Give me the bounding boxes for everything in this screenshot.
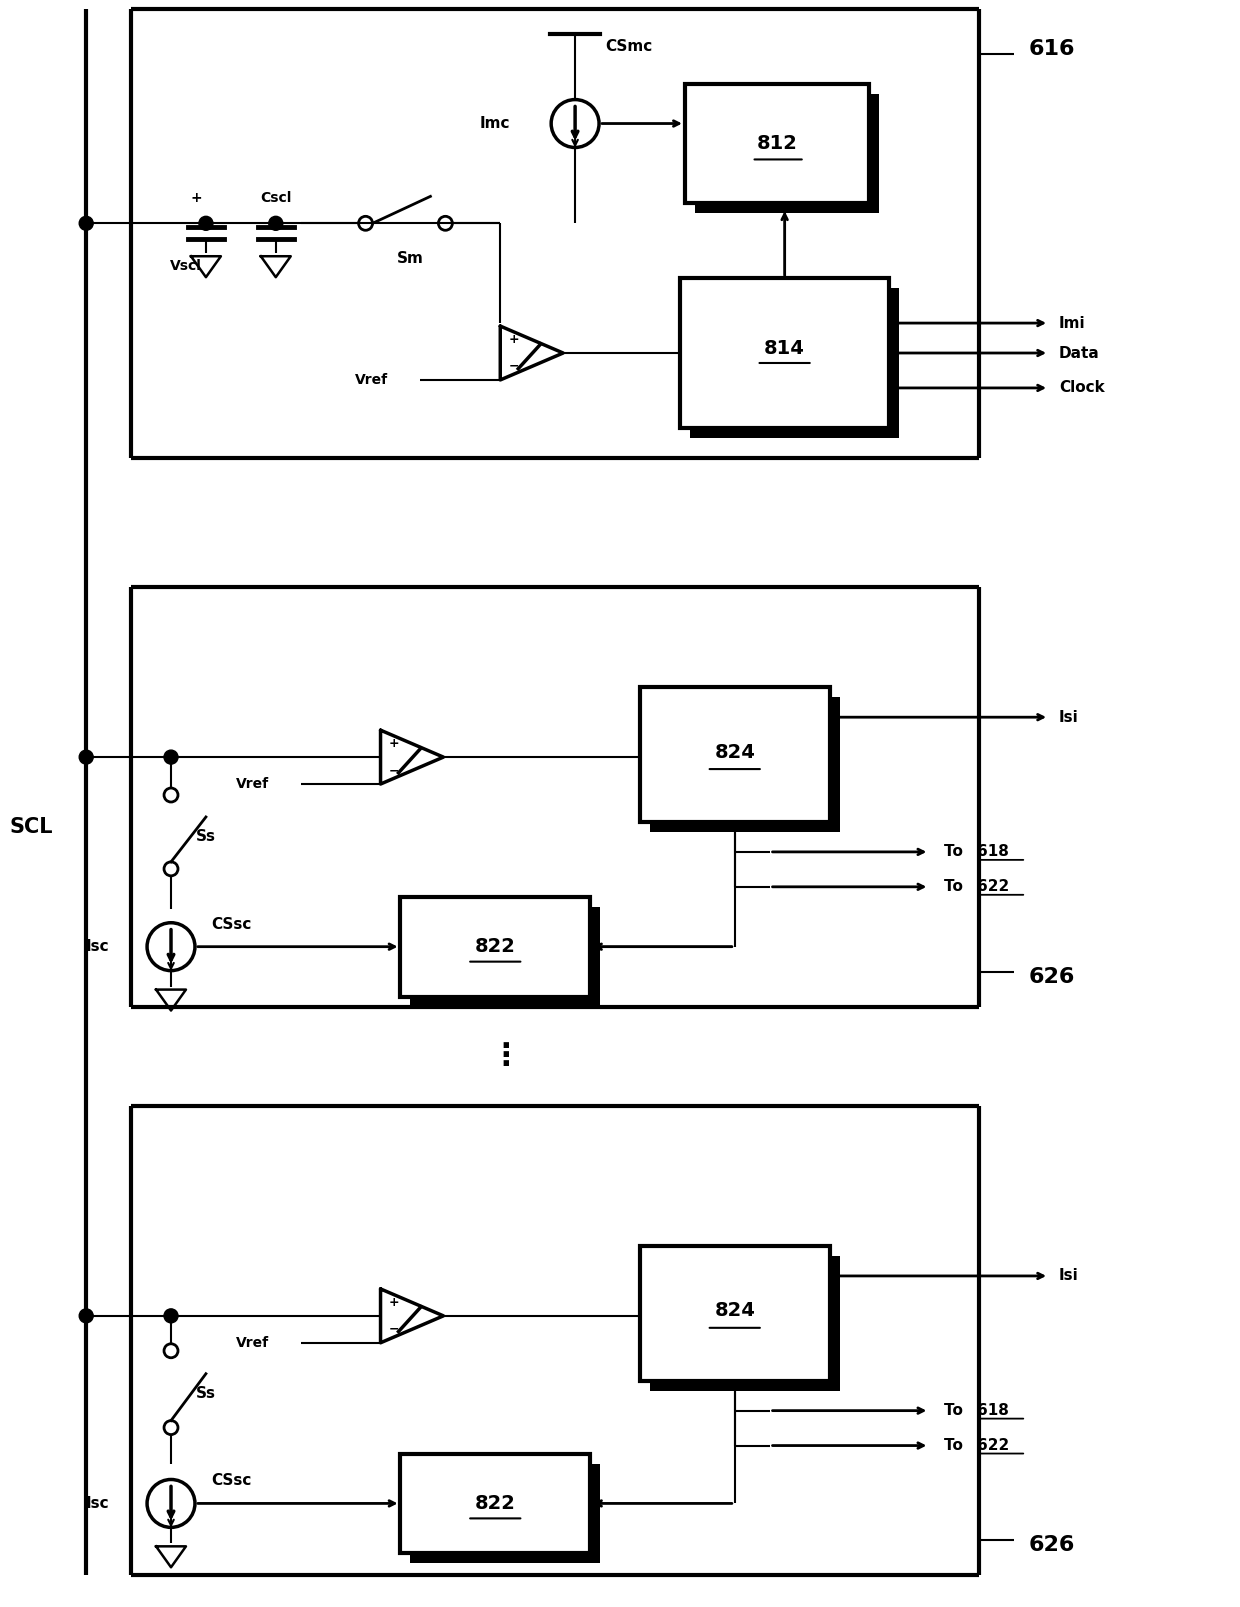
- Text: CSmc: CSmc: [605, 39, 652, 55]
- Text: Vref: Vref: [236, 778, 269, 791]
- Text: Ss: Ss: [196, 829, 216, 844]
- Text: −: −: [508, 360, 518, 373]
- Text: SCL: SCL: [10, 816, 53, 837]
- FancyBboxPatch shape: [401, 1454, 590, 1554]
- Text: Imi: Imi: [1059, 315, 1086, 331]
- Circle shape: [269, 217, 283, 230]
- FancyBboxPatch shape: [684, 84, 869, 204]
- FancyBboxPatch shape: [689, 288, 899, 437]
- FancyBboxPatch shape: [640, 688, 830, 821]
- Text: 824: 824: [714, 1302, 755, 1321]
- FancyBboxPatch shape: [640, 1245, 830, 1380]
- Text: ⋮: ⋮: [490, 1041, 521, 1070]
- FancyBboxPatch shape: [410, 1464, 600, 1564]
- Text: 822: 822: [475, 1495, 516, 1512]
- Text: 626: 626: [1029, 1535, 1075, 1556]
- Text: Isc: Isc: [86, 1496, 109, 1511]
- Text: −: −: [388, 763, 399, 778]
- Text: 812: 812: [758, 133, 799, 153]
- Text: 618: 618: [977, 1403, 1009, 1417]
- Circle shape: [164, 750, 179, 763]
- Text: To: To: [945, 879, 968, 895]
- Text: 622: 622: [977, 1438, 1009, 1453]
- Text: CSsc: CSsc: [211, 918, 252, 932]
- Circle shape: [79, 1308, 93, 1323]
- FancyBboxPatch shape: [694, 93, 879, 214]
- Text: 814: 814: [764, 339, 805, 357]
- Text: Vref: Vref: [356, 373, 388, 387]
- Text: 626: 626: [1029, 967, 1075, 987]
- Text: To: To: [945, 844, 968, 860]
- Text: To: To: [945, 1438, 968, 1453]
- Text: 618: 618: [977, 844, 1009, 860]
- Text: 622: 622: [977, 879, 1009, 895]
- Circle shape: [164, 1308, 179, 1323]
- Text: +: +: [388, 1295, 399, 1308]
- Text: +: +: [190, 191, 202, 206]
- Text: 822: 822: [475, 937, 516, 956]
- Text: 616: 616: [1029, 39, 1075, 59]
- Circle shape: [79, 750, 93, 763]
- Text: Isi: Isi: [1059, 710, 1079, 725]
- Text: Imc: Imc: [480, 116, 510, 132]
- Text: +: +: [388, 738, 399, 750]
- Text: Vref: Vref: [236, 1335, 269, 1350]
- Text: Isi: Isi: [1059, 1268, 1079, 1284]
- FancyBboxPatch shape: [680, 278, 889, 427]
- Text: Ss: Ss: [196, 1387, 216, 1401]
- FancyBboxPatch shape: [650, 1257, 839, 1390]
- Text: Cscl: Cscl: [260, 191, 291, 206]
- Text: −: −: [388, 1323, 399, 1335]
- Text: +: +: [508, 333, 518, 346]
- Text: Vscl: Vscl: [170, 259, 202, 273]
- Text: 824: 824: [714, 742, 755, 762]
- Text: Isc: Isc: [86, 938, 109, 955]
- Text: Data: Data: [1059, 346, 1100, 360]
- Circle shape: [198, 217, 213, 230]
- Circle shape: [79, 217, 93, 230]
- Text: CSsc: CSsc: [211, 1474, 252, 1488]
- Text: To: To: [945, 1403, 968, 1417]
- FancyBboxPatch shape: [410, 906, 600, 1006]
- Text: Sm: Sm: [397, 251, 424, 265]
- Text: Clock: Clock: [1059, 381, 1105, 395]
- FancyBboxPatch shape: [401, 897, 590, 996]
- FancyBboxPatch shape: [650, 697, 839, 832]
